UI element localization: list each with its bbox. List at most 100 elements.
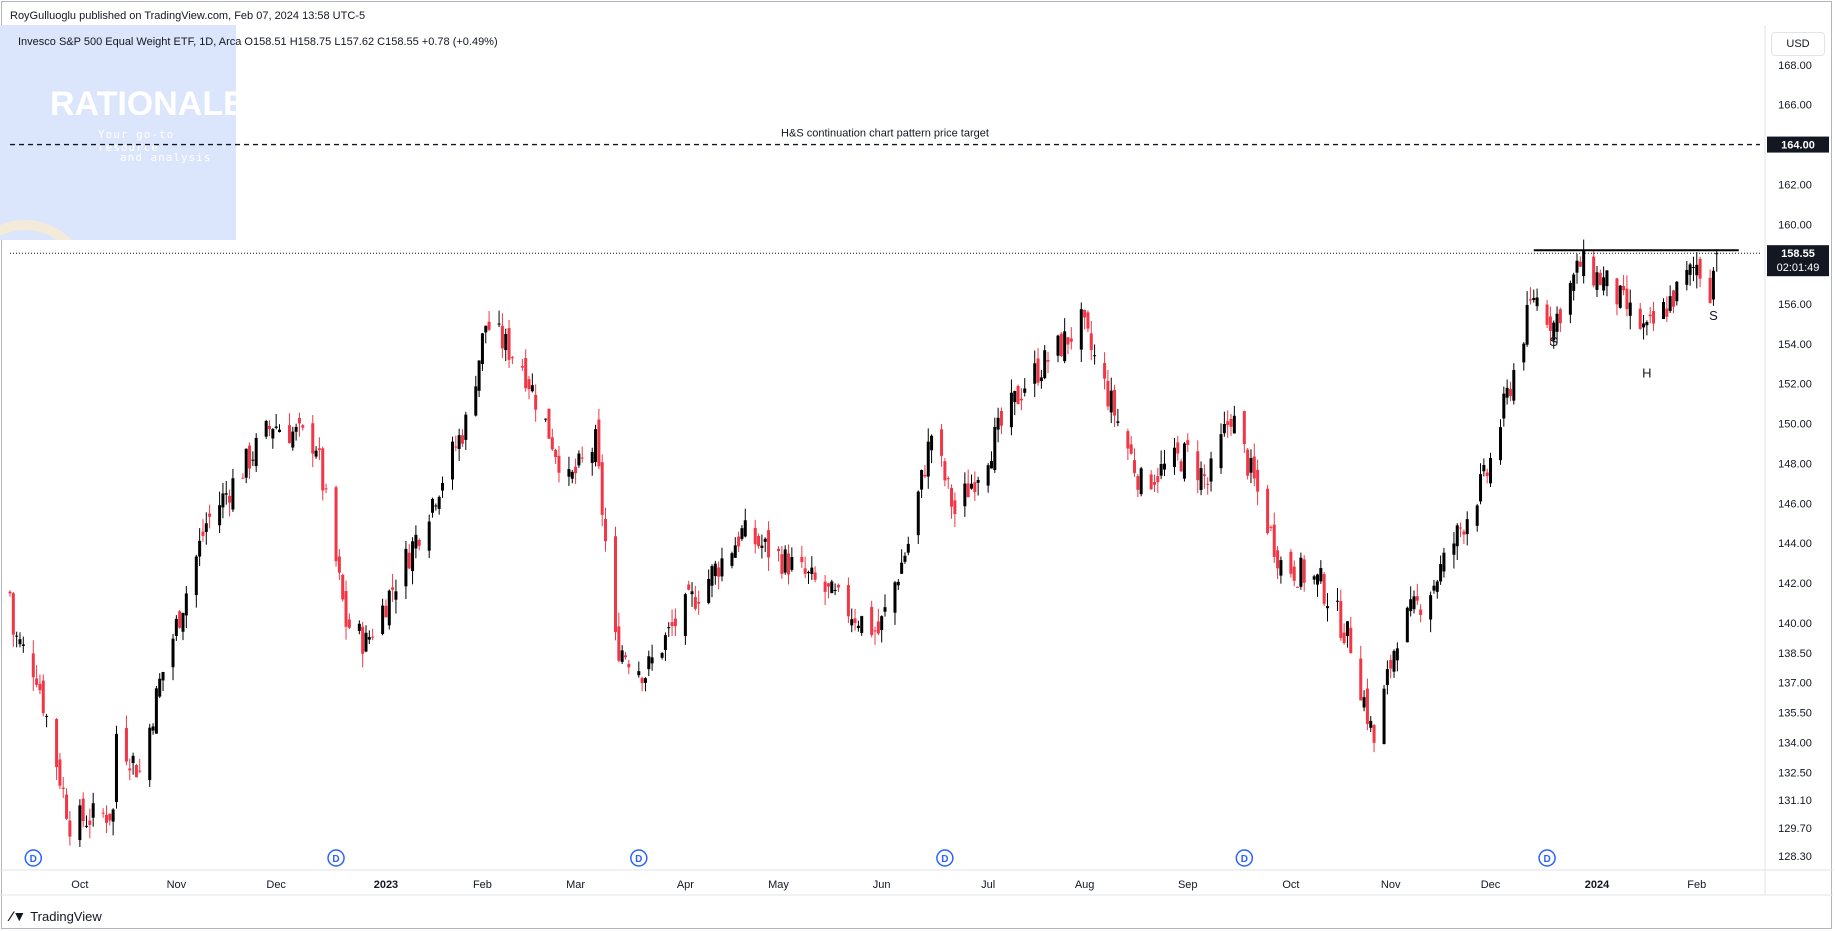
- candle: [507, 320, 511, 369]
- candle: [1452, 532, 1456, 569]
- candle: [317, 437, 321, 460]
- candle: [464, 411, 468, 451]
- candle: [1618, 284, 1622, 309]
- candle-body: [124, 728, 128, 762]
- candle-body: [58, 759, 62, 786]
- x-tick-label: Mar: [566, 879, 585, 891]
- candle-body: [1043, 350, 1047, 379]
- candle: [1339, 589, 1343, 641]
- candle-body: [11, 593, 15, 635]
- y-tick-label: 138.50: [1778, 648, 1812, 660]
- candle-body: [181, 612, 185, 632]
- candle: [943, 458, 947, 487]
- candle: [457, 428, 461, 462]
- candle: [1056, 334, 1060, 363]
- candle: [1186, 433, 1190, 453]
- dividend-label: D: [941, 854, 948, 865]
- candle-body: [1133, 460, 1137, 473]
- candle: [361, 621, 365, 668]
- candle-body: [441, 482, 445, 491]
- candle: [394, 579, 398, 614]
- candle-body: [966, 483, 970, 498]
- candle-body: [407, 552, 411, 569]
- candle-body: [733, 545, 737, 558]
- tradingview-logo-icon: ⁄▼: [10, 908, 27, 924]
- candle: [434, 503, 438, 511]
- candle-body: [1452, 543, 1456, 555]
- candle-body: [697, 601, 701, 604]
- candle: [387, 589, 391, 630]
- candle: [1079, 302, 1083, 363]
- candle: [903, 552, 907, 564]
- candle: [683, 592, 687, 645]
- candle-body: [431, 498, 435, 513]
- candle-body: [85, 825, 89, 827]
- y-tick-label: 132.50: [1778, 767, 1812, 779]
- candle: [1395, 642, 1399, 672]
- candle: [1442, 547, 1446, 578]
- candle: [1089, 321, 1093, 361]
- candle: [1685, 261, 1689, 291]
- candle: [268, 420, 272, 437]
- candle: [1113, 384, 1117, 428]
- candle: [1232, 405, 1236, 434]
- candle: [826, 582, 830, 599]
- candle-body: [1013, 391, 1017, 403]
- candle-body: [254, 437, 258, 467]
- candle-body: [1036, 358, 1040, 383]
- candle-body: [487, 321, 491, 330]
- candle: [1172, 437, 1176, 475]
- candle-body: [853, 618, 857, 624]
- candle-body: [1106, 380, 1110, 407]
- candle: [693, 585, 697, 611]
- candle: [620, 645, 624, 664]
- candle: [710, 564, 714, 598]
- candle: [1552, 320, 1556, 349]
- candle-body: [15, 635, 19, 637]
- candle: [1455, 523, 1459, 561]
- candle-body: [341, 574, 345, 600]
- candle-body: [973, 482, 977, 493]
- candle: [1688, 262, 1692, 286]
- candle: [201, 519, 205, 542]
- candle: [1149, 470, 1153, 490]
- candle-body: [1296, 586, 1300, 588]
- candle-body: [1069, 338, 1073, 342]
- candle-body: [1316, 574, 1320, 585]
- candle: [1362, 690, 1366, 712]
- candle: [1083, 309, 1087, 330]
- currency-button[interactable]: USD: [1771, 32, 1825, 56]
- candle-body: [753, 527, 757, 545]
- candle: [78, 799, 82, 847]
- candle: [1086, 310, 1090, 332]
- candle: [224, 480, 228, 505]
- candle-body: [381, 605, 385, 635]
- candle: [264, 419, 268, 439]
- candle-body: [61, 787, 65, 789]
- candle: [823, 575, 827, 606]
- candle-body: [1572, 274, 1576, 291]
- candle-body: [667, 627, 671, 629]
- candle: [590, 447, 594, 476]
- candle-body: [687, 584, 691, 590]
- candle-body: [1113, 389, 1117, 416]
- candle: [637, 661, 641, 678]
- candle: [1109, 377, 1113, 424]
- candle-body: [178, 611, 182, 628]
- candle-body: [623, 655, 627, 658]
- candle: [1276, 546, 1280, 580]
- y-tick-label: 168.00: [1778, 60, 1812, 72]
- candle-body: [131, 755, 135, 764]
- candle-body: [1063, 331, 1067, 362]
- candle-body: [860, 616, 864, 633]
- candle-body: [1685, 269, 1689, 285]
- symbol-legend[interactable]: Invesco S&P 500 Equal Weight ETF, 1D, Ar…: [18, 36, 498, 48]
- candle-body: [1691, 266, 1695, 268]
- candle-body: [1302, 559, 1306, 583]
- candle: [1312, 574, 1316, 585]
- candle: [926, 428, 930, 489]
- candle: [1439, 555, 1443, 585]
- candle-body: [41, 680, 45, 714]
- candle: [45, 713, 49, 728]
